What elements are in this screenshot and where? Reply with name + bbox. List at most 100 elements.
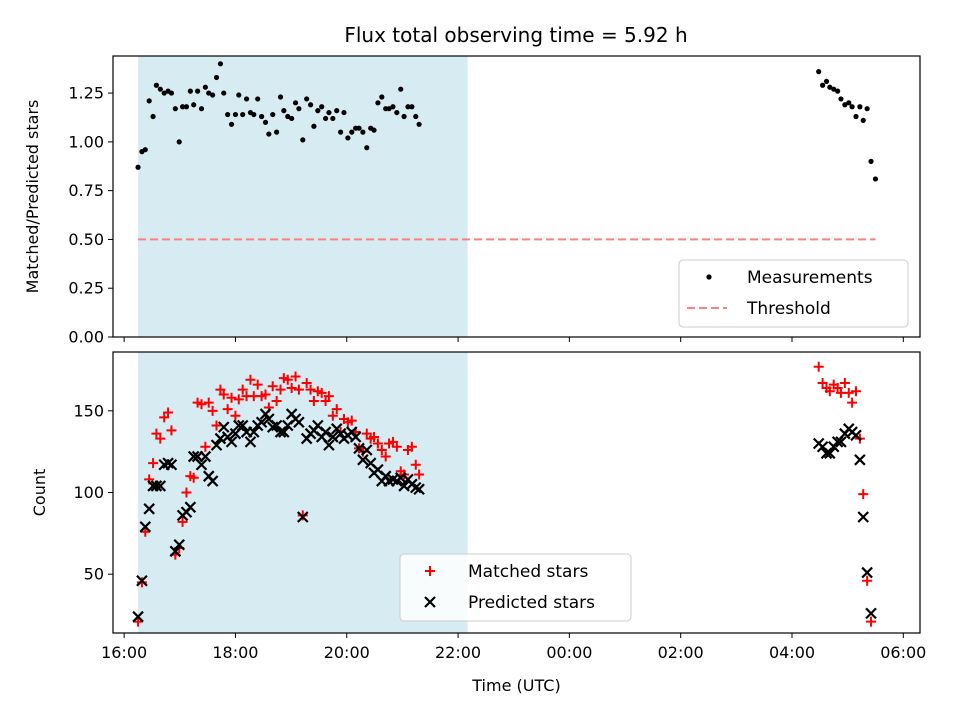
measurement-point (187, 88, 193, 94)
matched-star-point (196, 399, 207, 410)
matched-star-point (155, 433, 166, 444)
matched-star-point (136, 577, 147, 588)
measurement-point (198, 106, 205, 112)
matched-star-point (391, 441, 402, 452)
measurement-point (243, 96, 250, 102)
matched-star-point (233, 394, 244, 405)
y-tick-label: 0.00 (68, 328, 104, 347)
measurement-point (304, 96, 310, 102)
matched-star-point (369, 431, 380, 442)
legend-box (678, 259, 909, 328)
matched-star-point (188, 472, 199, 483)
measurement-point (315, 108, 321, 114)
measurement-point (236, 92, 242, 98)
measurement-point (390, 104, 396, 110)
predicted-star-point (379, 470, 392, 482)
matched-star-point (282, 374, 293, 385)
measurement-point (386, 106, 392, 112)
measurement-point (183, 104, 190, 110)
measurement-point (823, 78, 830, 84)
legend-measurement-swatch (706, 274, 712, 280)
predicted-star-point (195, 458, 208, 471)
y-tick-label: 50 (84, 565, 104, 584)
measurement-point (842, 102, 848, 108)
legend-box (399, 553, 632, 622)
predicted-star-point (206, 475, 219, 487)
measurement-point (835, 88, 841, 94)
measurement-point (360, 129, 366, 135)
matched-star-point (260, 389, 271, 400)
predicted-star-point (297, 511, 309, 523)
matched-star-point (177, 516, 188, 527)
measurement-point (262, 119, 269, 125)
x-tick-label: 06:00 (880, 643, 926, 662)
matched-star-point (286, 382, 297, 393)
time-x-axis-label: Time (UTC) (471, 676, 560, 695)
predicted-star-point (861, 566, 873, 579)
legend-label: Threshold (746, 299, 831, 319)
matched-star-point (203, 397, 214, 408)
measurement-point (225, 111, 231, 118)
x-tick-label: 20:00 (324, 643, 370, 662)
predicted-star-point (293, 416, 305, 429)
matched-star-point (290, 371, 301, 382)
predicted-star-point (413, 483, 425, 496)
predicted-star-point (327, 431, 339, 443)
matched-star-point (866, 616, 877, 627)
predicted-star-point (136, 574, 148, 587)
measurement-point (820, 82, 826, 88)
measurement-point (221, 90, 227, 96)
measurement-point (300, 137, 306, 143)
measurement-point (334, 108, 340, 114)
predicted-star-point (173, 539, 186, 551)
measurement-point (860, 117, 866, 123)
legend-matched-swatch (425, 566, 435, 576)
ratio-axes-frame (112, 55, 921, 338)
matched-star-point (301, 378, 312, 389)
measurement-point (857, 104, 863, 110)
measurement-point (135, 164, 141, 170)
legend-predicted-swatch (424, 596, 436, 608)
matched-star-point (163, 407, 174, 418)
measurement-point (330, 115, 336, 122)
y-tick-label: 100 (73, 483, 104, 502)
x-tick-label: 16:00 (101, 643, 147, 662)
measurement-point (179, 104, 186, 110)
measurement-point (849, 104, 855, 110)
y-tick-label: 0.25 (68, 279, 104, 298)
measurement-point (285, 113, 291, 120)
measurement-point (161, 90, 167, 96)
measurement-point (191, 102, 197, 108)
matched-star-point (267, 381, 278, 392)
measurement-point (307, 102, 314, 108)
matched-star-point (293, 384, 304, 395)
predicted-star-point (319, 426, 332, 438)
measurement-point (157, 86, 163, 92)
predicted-star-point (409, 481, 422, 494)
measurement-point (251, 111, 257, 118)
x-tick-label: 18:00 (212, 643, 258, 662)
measurement-point (401, 113, 407, 120)
matched-star-point (847, 397, 858, 408)
measurement-point (319, 104, 325, 110)
predicted-star-point (169, 545, 182, 558)
measurement-point (864, 106, 870, 112)
predicted-star-point (857, 511, 870, 523)
predicted-star-point (278, 426, 290, 438)
matched-star-point (843, 387, 854, 398)
ratio-y-axis-label: Matched/Predicted stars (23, 100, 42, 294)
measurement-point (217, 61, 224, 67)
measurement-point (296, 106, 302, 112)
matched-star-point (218, 389, 229, 400)
predicted-star-point (199, 450, 212, 463)
matched-star-point (207, 405, 218, 416)
measurement-point (371, 127, 377, 133)
measurement-point (213, 74, 220, 81)
matched-star-point (148, 458, 159, 469)
matched-star-point (327, 410, 338, 421)
measurement-point (868, 158, 874, 164)
measurement-point (150, 113, 156, 120)
predicted-star-point (143, 503, 155, 515)
matched-star-point (862, 575, 873, 586)
